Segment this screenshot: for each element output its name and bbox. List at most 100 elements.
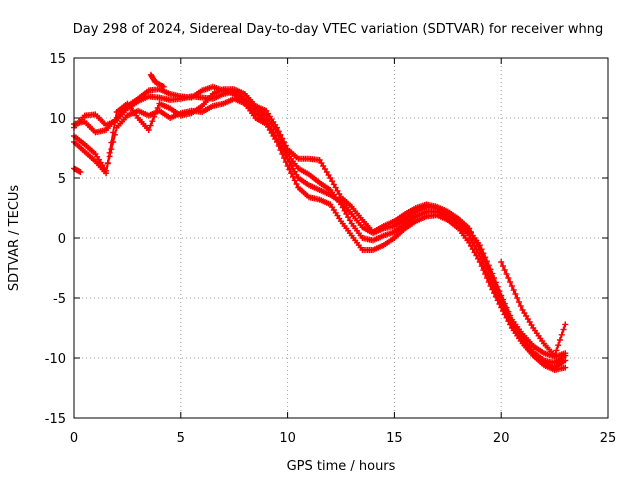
data-point [485, 267, 492, 273]
data-point [491, 290, 498, 297]
data-point [555, 342, 562, 349]
y-axis-label: SDTVAR / TECUs [7, 185, 22, 292]
data-point [503, 307, 510, 313]
data-point [151, 113, 158, 120]
data-point [467, 243, 474, 249]
data-point [277, 131, 284, 138]
data-point [154, 105, 161, 111]
series-trace-2 [71, 83, 569, 360]
data-point [345, 214, 352, 221]
data-point [553, 347, 560, 354]
data-point [286, 166, 293, 173]
data-point [293, 171, 300, 178]
series-trace-6 [498, 259, 569, 359]
data-point [467, 229, 474, 235]
data-point [160, 83, 167, 90]
data-point [505, 318, 512, 325]
data-point [498, 295, 505, 301]
data-point [480, 267, 487, 273]
data-point [111, 119, 118, 126]
data-point [469, 246, 476, 253]
data-point [279, 151, 286, 157]
data-point [514, 295, 521, 301]
data-point [284, 163, 291, 169]
data-point [476, 247, 483, 253]
data-point [104, 160, 111, 166]
data-point [562, 357, 569, 364]
data-point [329, 178, 336, 185]
data-point [288, 162, 295, 169]
data-point [147, 122, 154, 129]
y-tick-label: 15 [49, 52, 66, 67]
data-point [275, 128, 282, 135]
data-point [471, 249, 478, 256]
data-point [483, 275, 490, 281]
data-point [334, 187, 341, 194]
data-point [284, 155, 291, 162]
data-point [466, 239, 473, 246]
data-point [475, 243, 482, 250]
data-point [489, 286, 496, 293]
x-axis-label: GPS time / hours [287, 459, 396, 474]
data-point [516, 299, 522, 305]
series-trace-5 [71, 165, 84, 175]
data-point [485, 279, 492, 285]
data-point [562, 364, 569, 371]
data-point [562, 350, 569, 357]
data-point [499, 299, 506, 305]
data-point [498, 259, 505, 265]
series-line [73, 88, 566, 372]
data-point [281, 155, 288, 161]
data-point [277, 147, 284, 153]
data-point [503, 271, 510, 277]
data-point [494, 287, 501, 293]
data-point [77, 169, 84, 175]
data-point [327, 175, 334, 181]
data-point [496, 301, 503, 307]
x-tick-label: 0 [70, 431, 78, 446]
data-point [512, 291, 519, 297]
data-point [330, 181, 337, 188]
data-point [293, 181, 300, 187]
data-point [279, 135, 286, 142]
y-tick-label: 10 [49, 112, 66, 127]
data-point [560, 326, 567, 333]
data-point [475, 255, 482, 262]
data-point [288, 170, 295, 177]
data-point [106, 149, 113, 156]
data-point [505, 311, 512, 317]
series-trace-1 [71, 88, 569, 366]
data-point [487, 271, 494, 277]
data-point [499, 263, 506, 269]
chart-title: Day 298 of 2024, Sidereal Day-to-day VTE… [73, 22, 604, 37]
data-point [558, 331, 565, 338]
data-point [496, 291, 503, 297]
data-point [473, 239, 480, 246]
data-series [71, 71, 569, 373]
data-point [149, 118, 156, 125]
y-tick-label: -15 [45, 412, 66, 427]
series-line [73, 90, 566, 364]
y-tick-label: 5 [58, 172, 66, 187]
data-point [492, 293, 499, 300]
data-point [551, 352, 558, 359]
data-point [469, 232, 476, 239]
x-tick-label: 10 [279, 431, 296, 446]
x-tick-label: 5 [177, 431, 185, 446]
data-point [291, 168, 298, 175]
data-point [346, 217, 353, 224]
data-point [556, 337, 563, 343]
data-point [476, 259, 483, 265]
data-point [508, 283, 515, 289]
data-point [510, 287, 517, 293]
data-point [507, 315, 514, 321]
data-point [517, 303, 524, 309]
data-point [480, 255, 487, 261]
data-point [492, 283, 499, 289]
data-point [273, 139, 280, 145]
data-point [483, 263, 490, 269]
data-point [499, 308, 506, 314]
series-line [73, 97, 566, 369]
data-point [282, 142, 289, 149]
